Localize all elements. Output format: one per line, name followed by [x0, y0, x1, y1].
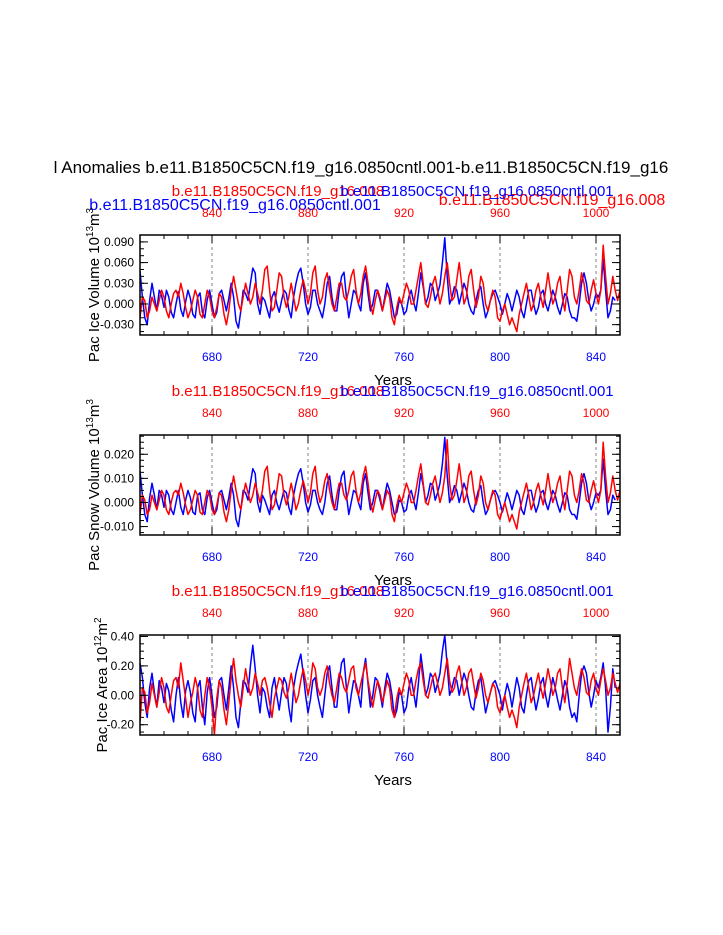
y-axis-title: Pac Ice Area 1012m2: [93, 617, 111, 753]
y-label-exp: 13: [85, 417, 96, 429]
y-label-unit: m: [86, 405, 103, 418]
x-tick-label-bottom: 720: [298, 350, 318, 364]
x-tick-label-bottom: 800: [490, 750, 510, 764]
series-line-blue: [140, 436, 616, 528]
x-tick-label-top: 1000: [583, 406, 610, 420]
y-tick-label: 0.20: [111, 659, 135, 673]
x-tick-label-bottom: 840: [586, 350, 606, 364]
x-tick-label-top: 880: [298, 406, 318, 420]
y-label-main: Pac Ice Volume 10: [86, 237, 103, 362]
x-tick-label-bottom: 760: [394, 550, 414, 564]
series-line-red: [140, 657, 620, 735]
y-tick-label: 0.00: [111, 688, 135, 702]
panel-top-label-red: b.e11.B1850C5CN.f19_g16.008: [172, 183, 384, 200]
x-tick-label-bottom: 760: [394, 750, 414, 764]
y-tick-label: -0.010: [100, 520, 134, 534]
y-tick-label: 0.000: [104, 495, 134, 509]
x-tick-label-bottom: 800: [490, 350, 510, 364]
series-line-red: [140, 244, 620, 333]
y-label-unit: m: [94, 623, 111, 636]
panel-ice-volume: -0.030 0.000 0.030 0.060 0.090 680 720 760 800 84…: [85, 183, 621, 389]
x-tick-label-top: 960: [490, 406, 510, 420]
series-line-red: [140, 439, 620, 530]
x-tick-label-top: 920: [394, 606, 414, 620]
x-tick-label-top: 840: [202, 606, 222, 620]
panel-top-label-blue: b.e11.B1850C5CN.f19_g16.0850cntl.001: [340, 183, 613, 200]
y-label-unit-exp: 3: [85, 399, 96, 405]
legend-label-red: b.e11.B1850C5CN.f19_g16.008: [439, 192, 666, 209]
x-tick-label-top: 1000: [583, 206, 610, 220]
y-tick-label: -0.030: [100, 318, 134, 332]
x-tick-label-bottom: 680: [202, 550, 222, 564]
panel-top-label-red: b.e11.B1850C5CN.f19_g16.008: [172, 383, 384, 400]
panel-top-label-red: b.e11.B1850C5CN.f19_g16.008: [172, 583, 384, 600]
x-axis-title: Years: [374, 572, 412, 589]
panel-ice-area: -0.20 0.00 0.20 0.40 680 720 760 800 840 840 880 92…: [93, 583, 621, 789]
y-label-main: Pac Ice Area 10: [94, 647, 111, 753]
x-tick-label-bottom: 720: [298, 750, 318, 764]
y-label-unit-exp: 2: [93, 617, 104, 623]
y-tick-label: 0.020: [104, 447, 134, 461]
x-tick-label-bottom: 680: [202, 350, 222, 364]
x-tick-label-top: 920: [394, 206, 414, 220]
y-tick-label: 0.090: [104, 235, 134, 249]
x-tick-label-top: 920: [394, 406, 414, 420]
x-tick-label-bottom: 840: [586, 550, 606, 564]
panel-top-label-blue: b.e11.B1850C5CN.f19_g16.0850cntl.001: [340, 383, 613, 400]
x-tick-label-bottom: 680: [202, 750, 222, 764]
x-axis-title: Years: [374, 772, 412, 789]
y-label-unit: m: [86, 213, 103, 226]
y-label-main: Pac Snow Volume 10: [86, 428, 103, 571]
x-tick-label-bottom: 840: [586, 750, 606, 764]
x-tick-label-top: 1000: [583, 606, 610, 620]
y-tick-label: -0.20: [107, 718, 135, 732]
x-tick-label-bottom: 800: [490, 550, 510, 564]
y-label-exp: 12: [93, 635, 104, 647]
y-tick-label: 0.030: [104, 276, 134, 290]
x-tick-label-top: 960: [490, 206, 510, 220]
y-tick-label: 0.40: [111, 629, 135, 643]
x-tick-label-bottom: 760: [394, 350, 414, 364]
legend-label-blue: b.e11.B1850C5CN.f19_g16.0850cntl.001: [89, 197, 381, 214]
panel-snow-volume: -0.010 0.000 0.010 0.020 680 720 760 800 840 840 8…: [85, 383, 621, 589]
y-tick-label: 0.010: [104, 471, 134, 485]
y-label-unit-exp: 3: [85, 207, 96, 213]
x-tick-label-top: 840: [202, 406, 222, 420]
x-tick-label-top: 880: [298, 206, 318, 220]
y-label-exp: 13: [85, 225, 96, 237]
y-axis-title: Pac Snow Volume 1013m3: [85, 399, 103, 571]
x-tick-label-bottom: 720: [298, 550, 318, 564]
panel-top-label-blue: b.e11.B1850C5CN.f19_g16.0850cntl.001: [340, 583, 613, 600]
x-tick-label-top: 880: [298, 606, 318, 620]
x-tick-label-top: 840: [202, 206, 222, 220]
y-tick-label: 0.060: [104, 256, 134, 270]
x-tick-label-top: 960: [490, 606, 510, 620]
series-line-blue: [140, 237, 616, 329]
main-title: l Anomalies b.e11.B1850C5CN.f19_g16.0850…: [54, 158, 669, 177]
x-axis-title: Years: [374, 372, 412, 389]
y-axis-title: Pac Ice Volume 1013m3: [85, 207, 103, 362]
y-tick-label: 0.000: [104, 297, 134, 311]
